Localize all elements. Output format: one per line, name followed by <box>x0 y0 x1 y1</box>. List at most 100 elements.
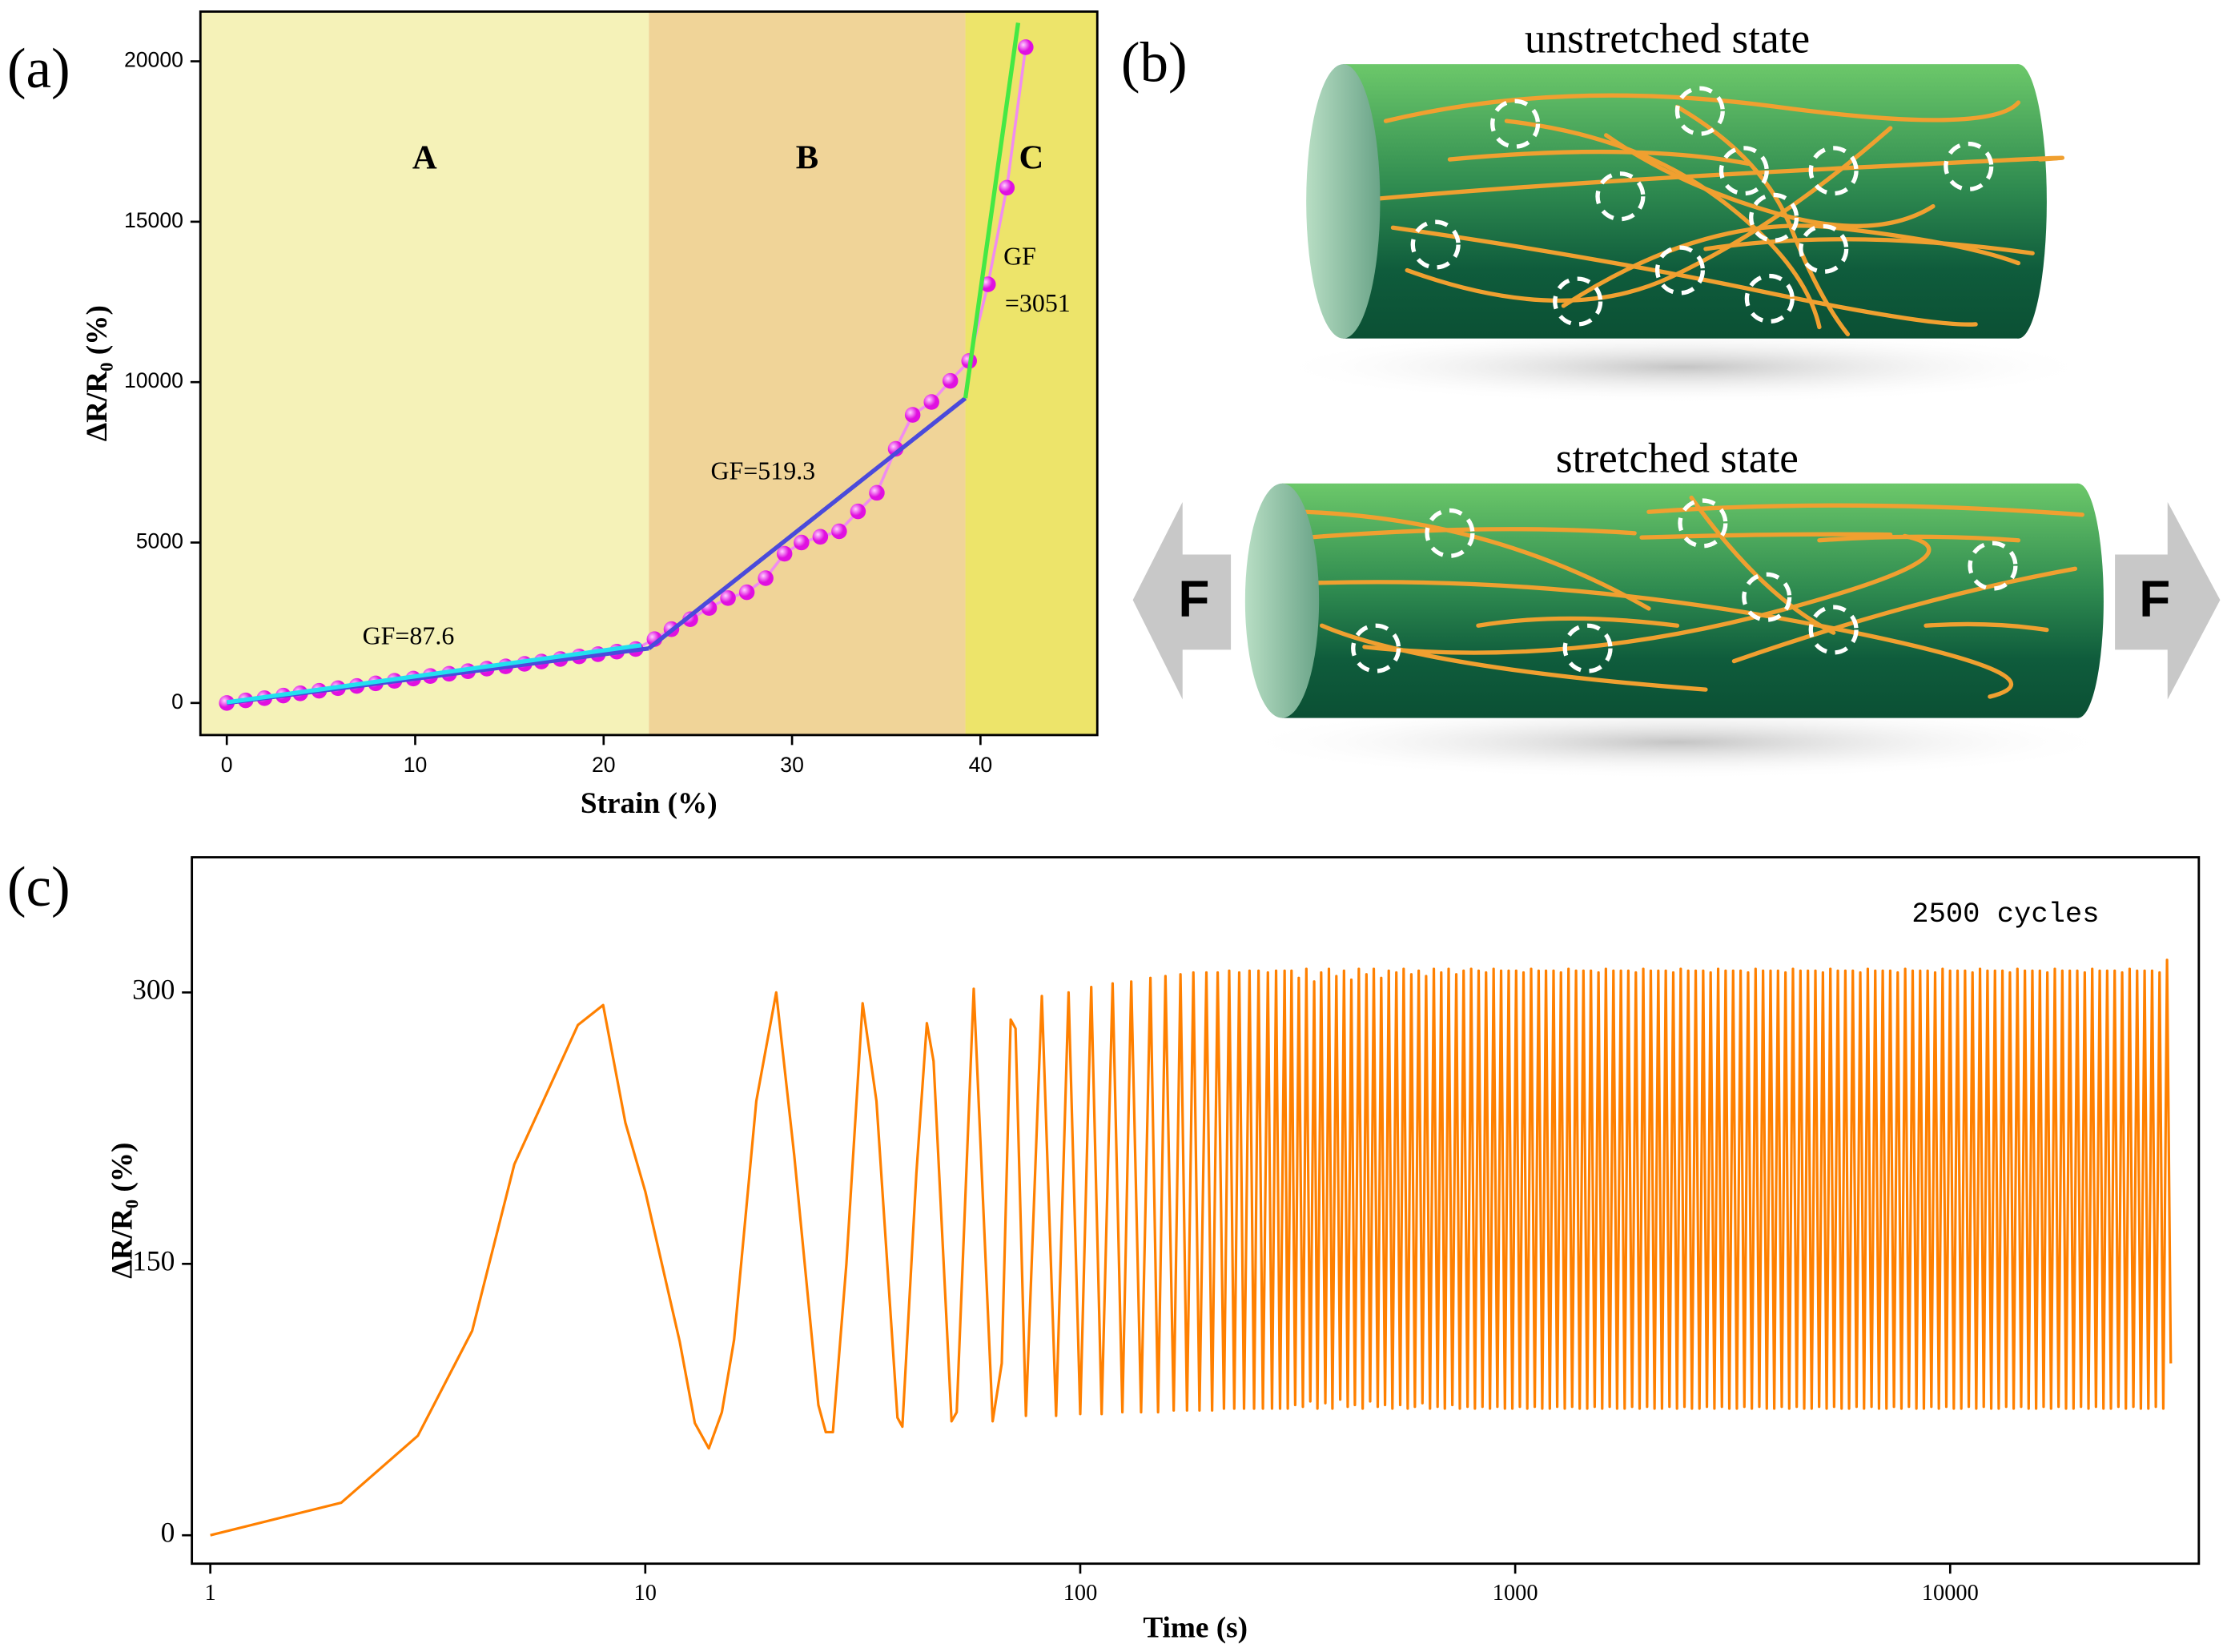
junction <box>1808 605 1859 655</box>
point <box>738 584 755 601</box>
x-tick-label: 20 <box>592 753 616 777</box>
y-axis-label: ΔR/R₀ (%) <box>81 305 114 441</box>
cylinder-face <box>1306 64 1381 339</box>
fiber <box>1383 93 2021 123</box>
annotation: GF <box>1003 243 1036 271</box>
annotation: GF=87.6 <box>363 622 455 650</box>
junction <box>1410 219 1461 270</box>
y-tick-label: 0 <box>161 1516 175 1548</box>
region <box>649 11 966 735</box>
junction <box>1719 146 1769 196</box>
fiber <box>1689 495 1836 635</box>
junction <box>1742 572 1792 622</box>
force-arrow <box>2115 501 2221 700</box>
panel-label: (c) <box>7 856 70 918</box>
point <box>850 503 866 520</box>
fiber <box>1924 621 2049 633</box>
cylinder-face <box>1244 483 1320 718</box>
junctions <box>1410 86 1994 327</box>
fiber <box>1639 532 1893 540</box>
shadow <box>1236 705 2118 779</box>
force-label: F <box>1178 570 1209 628</box>
point <box>794 534 810 551</box>
x-tick-label: 1000 <box>1493 1581 1538 1606</box>
fibers <box>1302 495 2084 699</box>
annotation: =3051 <box>1005 289 1071 317</box>
cylinder-end <box>2052 483 2104 718</box>
junction <box>1595 171 1646 222</box>
y-tick-label: 20000 <box>124 48 183 72</box>
junction <box>1968 541 2018 591</box>
fiber <box>1302 509 1651 611</box>
point <box>219 695 235 711</box>
junction <box>1944 141 1994 191</box>
plot-frame <box>199 10 1099 737</box>
junction <box>1490 98 1541 149</box>
x-tick-label: 40 <box>969 753 993 777</box>
cylinder <box>1343 64 2019 339</box>
junction <box>1425 508 1475 558</box>
fit-line <box>963 22 1021 399</box>
point <box>869 484 885 501</box>
point <box>682 611 698 628</box>
region <box>965 11 1098 735</box>
point <box>812 529 829 545</box>
fiber <box>1604 133 1936 228</box>
fiber <box>1476 616 1680 628</box>
annotation: GF=519.3 <box>710 457 815 485</box>
diagram: (b) unstretched state stretched state <box>1121 15 2221 779</box>
y-tick-label: 15000 <box>124 208 183 232</box>
fit-line <box>226 643 642 705</box>
region <box>200 11 649 735</box>
fiber <box>1369 155 2064 202</box>
junction <box>1553 276 1603 327</box>
fiber <box>1561 223 2021 308</box>
fiber <box>1504 119 1822 330</box>
fiber <box>1703 237 2035 255</box>
y-axis-label: ΔR/R₀ (%) <box>107 1143 139 1279</box>
x-tick-label: 10 <box>404 753 428 777</box>
point <box>942 372 959 389</box>
fiber <box>1731 566 2078 664</box>
point <box>831 523 847 540</box>
y-tick-label: 10000 <box>124 368 183 392</box>
junction <box>1654 245 1706 295</box>
point <box>1018 39 1034 55</box>
point <box>758 570 774 586</box>
region-label: A <box>412 139 437 177</box>
x-tick-label: 10 <box>634 1581 657 1606</box>
fiber <box>1817 534 2021 543</box>
junction <box>1744 273 1795 324</box>
line <box>210 959 2173 1537</box>
panel-label: (a) <box>7 38 70 100</box>
point <box>999 179 1015 196</box>
fiber <box>1646 503 2084 517</box>
junction <box>1808 146 1859 196</box>
fiber <box>1447 149 1751 167</box>
cylinder-end <box>1989 64 2047 339</box>
point <box>923 394 939 410</box>
fiber <box>1320 623 1708 692</box>
shadow <box>1272 330 2097 404</box>
force-arrow <box>1132 501 1232 700</box>
fit-line <box>647 396 967 650</box>
x-tick-label: 30 <box>780 753 804 777</box>
x-tick-label: 10000 <box>1922 1581 1979 1606</box>
point <box>720 590 736 606</box>
junction <box>1674 86 1725 136</box>
region-label: B <box>796 139 818 177</box>
fiber <box>1390 225 1978 327</box>
x-axis-label: Strain (%) <box>581 787 718 820</box>
y-tick-label: 150 <box>132 1244 175 1276</box>
x-axis-label: Time (s) <box>1143 1612 1248 1645</box>
region-label: C <box>1019 139 1044 177</box>
x-tick-label: 100 <box>1063 1581 1098 1606</box>
y-tick-label: 300 <box>132 973 175 1005</box>
fiber <box>1312 580 2014 699</box>
point <box>904 407 921 423</box>
panel-label: (b) <box>1121 32 1188 94</box>
annotation: 2500 cycles <box>1911 898 2099 931</box>
junction <box>1562 623 1613 673</box>
